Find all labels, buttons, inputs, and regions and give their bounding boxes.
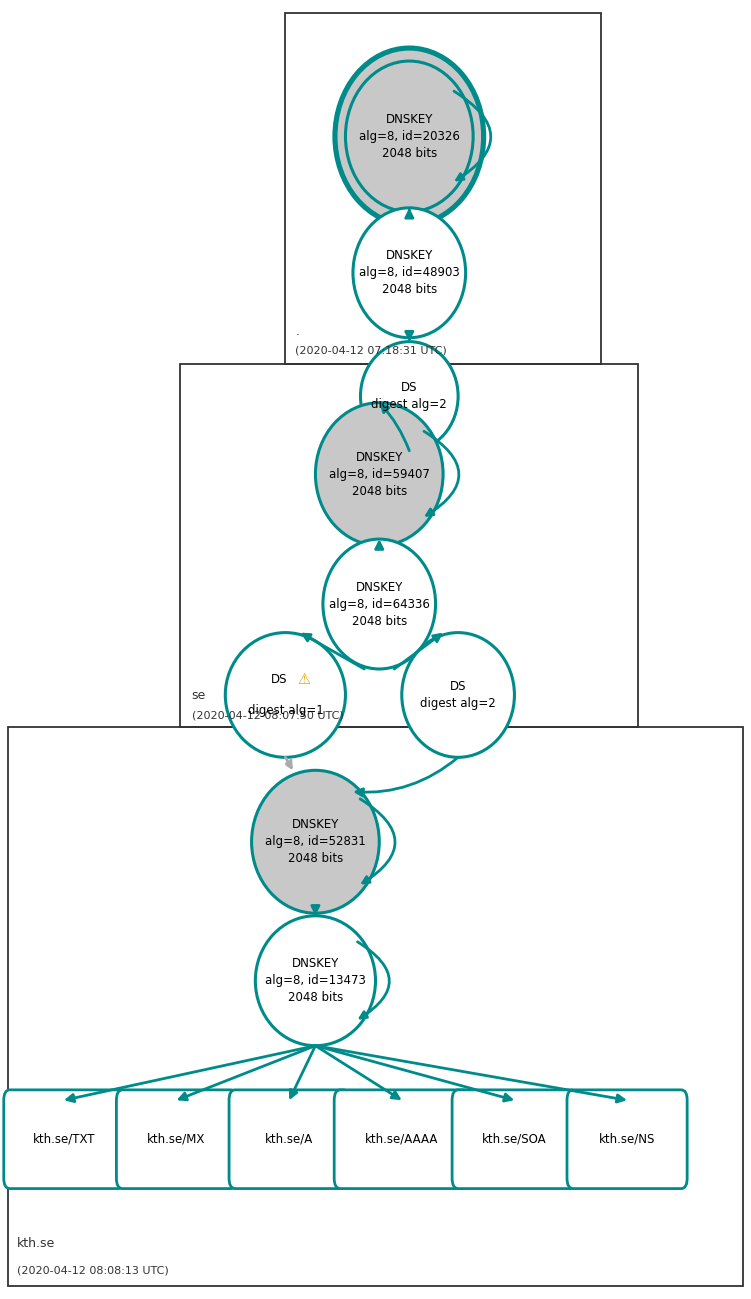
- Text: DS
digest alg=2: DS digest alg=2: [421, 679, 496, 711]
- FancyBboxPatch shape: [116, 1090, 237, 1189]
- Ellipse shape: [252, 770, 379, 913]
- Bar: [8, 727, 743, 1286]
- Bar: [285, 13, 601, 364]
- Bar: [180, 364, 638, 727]
- Text: DS: DS: [271, 673, 288, 686]
- FancyBboxPatch shape: [567, 1090, 687, 1189]
- Text: DNSKEY
alg=8, id=13473
2048 bits: DNSKEY alg=8, id=13473 2048 bits: [265, 957, 366, 1004]
- Text: ⚠: ⚠: [297, 672, 311, 687]
- Text: DNSKEY
alg=8, id=52831
2048 bits: DNSKEY alg=8, id=52831 2048 bits: [265, 818, 366, 865]
- Text: DS
digest alg=2: DS digest alg=2: [372, 381, 447, 412]
- Ellipse shape: [335, 48, 484, 225]
- Text: DNSKEY
alg=8, id=48903
2048 bits: DNSKEY alg=8, id=48903 2048 bits: [359, 249, 460, 296]
- Text: digest alg=1: digest alg=1: [248, 704, 323, 717]
- Ellipse shape: [255, 916, 376, 1046]
- Text: (2020-04-12 07:18:31 UTC): (2020-04-12 07:18:31 UTC): [295, 346, 447, 356]
- Text: kth.se: kth.se: [17, 1237, 56, 1250]
- Text: (2020-04-12 08:08:13 UTC): (2020-04-12 08:08:13 UTC): [17, 1265, 169, 1276]
- Text: DNSKEY
alg=8, id=64336
2048 bits: DNSKEY alg=8, id=64336 2048 bits: [329, 581, 430, 627]
- Ellipse shape: [353, 208, 466, 338]
- Text: .: .: [295, 325, 299, 338]
- FancyBboxPatch shape: [452, 1090, 577, 1189]
- Ellipse shape: [323, 539, 436, 669]
- Text: kth.se/AAAA: kth.se/AAAA: [365, 1133, 439, 1146]
- Text: se: se: [192, 688, 206, 701]
- Ellipse shape: [402, 633, 514, 757]
- Ellipse shape: [225, 633, 345, 757]
- Ellipse shape: [345, 61, 473, 212]
- Text: kth.se/NS: kth.se/NS: [599, 1133, 656, 1146]
- FancyBboxPatch shape: [334, 1090, 469, 1189]
- Text: (2020-04-12 08:07:50 UTC): (2020-04-12 08:07:50 UTC): [192, 711, 343, 721]
- Ellipse shape: [315, 403, 443, 546]
- Ellipse shape: [360, 342, 458, 451]
- FancyBboxPatch shape: [229, 1090, 349, 1189]
- Text: kth.se/MX: kth.se/MX: [147, 1133, 206, 1146]
- Text: DNSKEY
alg=8, id=59407
2048 bits: DNSKEY alg=8, id=59407 2048 bits: [329, 451, 430, 498]
- Text: kth.se/A: kth.se/A: [265, 1133, 313, 1146]
- Text: DNSKEY
alg=8, id=20326
2048 bits: DNSKEY alg=8, id=20326 2048 bits: [359, 113, 460, 160]
- Text: kth.se/SOA: kth.se/SOA: [482, 1133, 547, 1146]
- FancyBboxPatch shape: [4, 1090, 124, 1189]
- Text: kth.se/TXT: kth.se/TXT: [32, 1133, 95, 1146]
